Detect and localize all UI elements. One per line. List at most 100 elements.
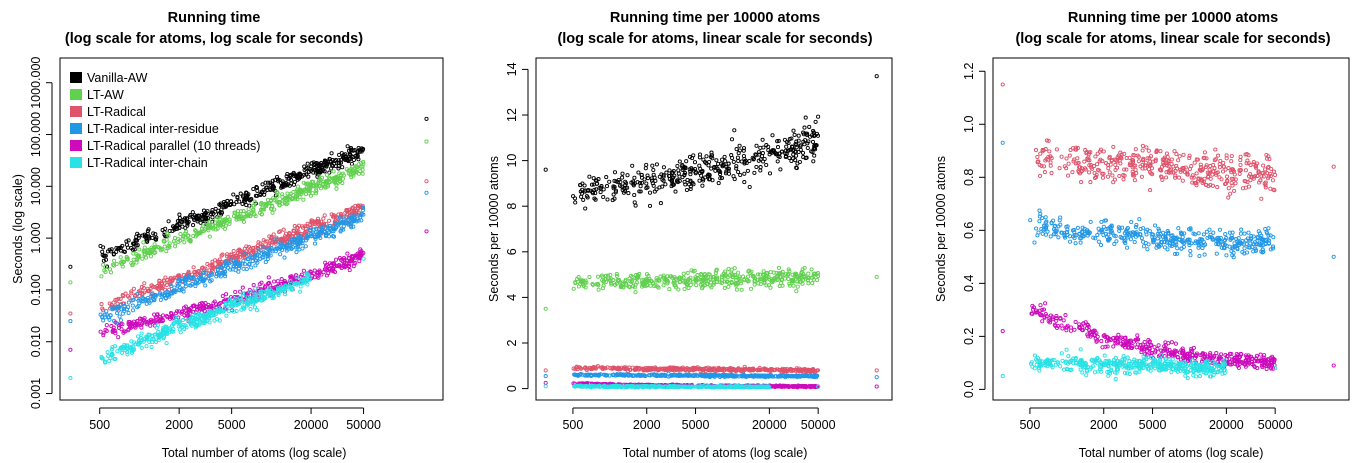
data-point [120, 345, 125, 350]
data-point [249, 197, 254, 202]
data-point [185, 233, 190, 238]
data-point [330, 157, 335, 163]
data-point [190, 318, 195, 323]
data-point [212, 307, 217, 312]
data-point [691, 279, 696, 284]
data-point [293, 196, 298, 201]
series-2-points [543, 364, 879, 375]
data-point [734, 164, 739, 169]
data-point [266, 180, 271, 185]
data-point [111, 325, 116, 330]
data-point [204, 274, 209, 280]
data-point [244, 267, 249, 272]
data-point [294, 273, 299, 278]
data-point [790, 279, 795, 284]
data-point [312, 241, 318, 246]
data-point [791, 283, 796, 288]
data-point [358, 255, 363, 260]
data-point [254, 296, 259, 301]
data-point [661, 173, 666, 178]
data-point [594, 187, 599, 192]
data-point [335, 180, 340, 186]
data-point [184, 308, 189, 313]
data-point [132, 247, 137, 252]
data-point [146, 236, 151, 241]
data-point [282, 197, 287, 202]
data-point [340, 180, 345, 186]
data-point [296, 233, 301, 238]
data-point [201, 277, 206, 282]
data-point [147, 288, 152, 293]
data-point [629, 180, 634, 185]
data-point [737, 143, 742, 148]
data-point [310, 233, 315, 238]
data-point [184, 276, 189, 281]
data-point [614, 273, 619, 278]
data-point [135, 305, 140, 310]
data-point [139, 345, 144, 350]
data-point [144, 301, 149, 306]
data-point [238, 191, 243, 196]
data-point [334, 263, 339, 269]
legend-label-lt-radical-inter-chain: LT-Radical inter-chain [87, 156, 208, 170]
data-point [242, 303, 247, 308]
data-point [710, 156, 715, 161]
data-point [334, 257, 339, 262]
data-point [635, 275, 640, 280]
data-point [262, 245, 267, 250]
data-point [604, 279, 609, 285]
data-point [290, 172, 295, 177]
data-point [661, 273, 666, 278]
data-point [109, 352, 114, 357]
data-point [681, 275, 686, 280]
data-point [329, 212, 334, 217]
data-point [130, 308, 136, 313]
data-point [323, 185, 328, 190]
data-point [275, 194, 280, 199]
data-point [789, 144, 795, 149]
data-point [754, 164, 759, 170]
data-point [314, 182, 319, 187]
data-point [247, 261, 252, 266]
data-point [285, 171, 290, 177]
data-point [198, 316, 203, 322]
data-point [258, 201, 263, 207]
data-point [596, 274, 601, 279]
data-point [213, 217, 218, 222]
data-point [309, 161, 314, 166]
data-point [205, 222, 210, 227]
data-point [229, 304, 235, 309]
data-point [424, 179, 429, 184]
data-point [784, 151, 789, 157]
series-1-points [543, 265, 879, 311]
data-point [177, 212, 182, 217]
data-point [359, 218, 364, 223]
data-point [279, 277, 284, 282]
data-point [224, 307, 229, 312]
data-point [314, 163, 319, 168]
data-point [756, 281, 761, 286]
data-point [360, 208, 365, 213]
data-point [333, 221, 338, 226]
data-point [805, 145, 810, 151]
data-point [292, 179, 297, 184]
data-point [220, 224, 225, 229]
data-point [141, 286, 146, 291]
data-point [121, 249, 126, 254]
data-point [182, 216, 188, 221]
data-point [184, 325, 189, 330]
data-point [794, 165, 799, 170]
data-point [338, 160, 344, 165]
data-point [676, 168, 681, 173]
data-point [803, 131, 808, 136]
data-point [316, 220, 322, 225]
data-point [663, 277, 668, 282]
data-point [639, 175, 645, 180]
data-point [209, 225, 214, 230]
data-point [258, 191, 263, 196]
data-point [125, 245, 130, 250]
data-point [601, 279, 606, 284]
panel-2-data-points [543, 74, 879, 390]
panel-running-time-per-10000-atoms: Running time per 10000 atoms (log scale … [487, 10, 893, 460]
data-point [68, 311, 73, 316]
